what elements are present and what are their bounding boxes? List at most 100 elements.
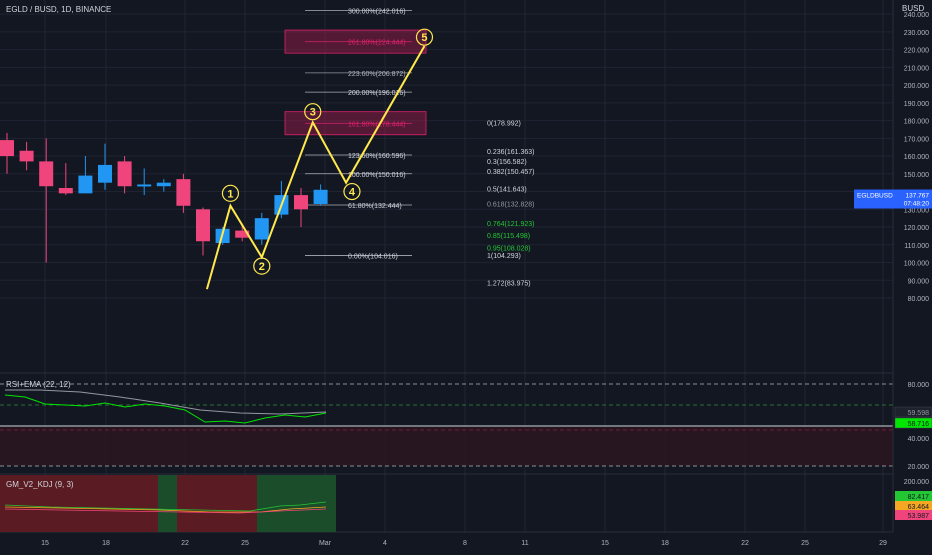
fib-extension-label: 100.00%(150.016) [348, 172, 406, 179]
kdj-j-line[interactable] [4, 508, 327, 514]
time-tick-label: 4 [383, 540, 387, 547]
grid-layer [0, 0, 932, 533]
price-tick-label: 170.000 [904, 136, 929, 143]
wave-label-circle [221, 184, 240, 202]
price-tick-label: 230.000 [904, 30, 929, 37]
price-tick-label: 100.000 [904, 261, 929, 268]
candle-body[interactable] [98, 164, 112, 183]
time-tick-label: 11 [521, 540, 528, 547]
price-tick-label: 220.000 [904, 48, 929, 55]
rsi-tick-label: 80.000 [908, 382, 930, 389]
kdj-bg-segment [0, 475, 158, 532]
price-tick-label: 110.000 [904, 243, 929, 250]
last-price-tag[interactable] [854, 189, 932, 209]
candle-body[interactable] [196, 209, 210, 242]
fib-retracement-label: 0.382(150.457) [487, 169, 534, 176]
time-tick-label: 29 [879, 540, 887, 547]
candle-body[interactable] [0, 140, 14, 157]
fib-extension-label: 161.80%(178.444) [348, 121, 406, 128]
fib-extension-label: 200.00%(196.016) [348, 90, 406, 97]
kdj-tick-label: 200.000 [904, 479, 929, 486]
candle-body[interactable] [58, 188, 73, 194]
price-tick-label: 90.000 [908, 278, 930, 285]
time-axis-bg [0, 533, 893, 550]
fib-retracement-label: 0.95(108.028) [487, 245, 531, 252]
wave-path[interactable] [205, 45, 426, 290]
rsi-panel[interactable] [0, 383, 893, 467]
fib-extension-label: 300.00%(242.016) [348, 9, 406, 16]
candle-body[interactable] [117, 161, 132, 187]
wave-label: 5 [421, 32, 427, 44]
price-tick-label: 240.000 [904, 12, 929, 19]
rsi-tick-label: 20.000 [908, 464, 930, 471]
kdj-title[interactable]: GM_V2_KDJ (9, 3) [6, 480, 74, 489]
rsi-value-tag [894, 406, 932, 418]
candle-body[interactable] [78, 175, 93, 194]
time-tick-label: 22 [181, 540, 189, 547]
price-tick-label: 210.000 [904, 65, 929, 72]
fib-retracement-label: 0.5(141.643) [487, 187, 527, 194]
fib-extension-label: 223.60%(206.872) [348, 71, 406, 78]
last-price-value: 137.767 [906, 193, 930, 200]
last-price-symbol: EGLDBUSD [857, 193, 893, 200]
rsi-line[interactable] [4, 394, 327, 424]
rsi-oversold-band [0, 427, 893, 466]
fib-retracement-label: 0(178.992) [487, 120, 521, 127]
kdj-value-tag [895, 510, 932, 520]
kdj-bg-segment [158, 475, 177, 532]
wave-label-circle [304, 103, 322, 121]
elliott-wave-drawing[interactable]: 1 2 3 4 5 [205, 28, 434, 290]
wave-label: 3 [310, 107, 316, 119]
price-tick-label: 130.000 [904, 207, 929, 214]
kdj-value-label: 53.987 [908, 513, 930, 520]
time-tick-label: 8 [463, 540, 467, 547]
price-tick-label: 160.000 [904, 154, 929, 161]
fib-extension-label: 261.80%(224.444) [348, 40, 406, 47]
candle-body[interactable] [235, 230, 250, 238]
wave-label: 1 [227, 188, 233, 200]
candle-body[interactable] [313, 189, 328, 204]
time-tick-label: 22 [741, 540, 749, 547]
candlestick-series[interactable] [0, 132, 328, 263]
price-tick-label: 180.000 [904, 119, 929, 126]
fib-retracement-label: 0.236(161.363) [487, 149, 534, 156]
fib-extension-label: 61.80%(132.444) [348, 203, 402, 210]
symbol-title[interactable]: EGLD / BUSD, 1D, BINANCE [6, 5, 111, 14]
price-axis-bg [893, 0, 932, 550]
candle-body[interactable] [176, 179, 191, 206]
fib-retracement-label: 0.85(115.498) [487, 233, 530, 240]
fibonacci-layer[interactable]: 361.80%(270.444)300.00%(242.016)261.80%(… [284, 0, 534, 287]
kdj-panel[interactable] [0, 475, 336, 532]
fib-retracement-label: 0.764(121.923) [487, 221, 534, 228]
fib-retracement-label: 1.272(83.975) [487, 280, 531, 287]
price-tick-label: 120.000 [904, 225, 929, 232]
kdj-d-line[interactable] [4, 506, 327, 513]
rsi-title[interactable]: RSI+EMA (22, 12) [6, 380, 71, 389]
fib-extension-label: 123.60%(160.596) [348, 153, 406, 160]
candle-body[interactable] [294, 195, 308, 210]
candle-body[interactable] [254, 218, 269, 240]
wave-label-circle [343, 182, 361, 201]
candle-body[interactable] [39, 161, 54, 187]
time-tick-label: 25 [801, 540, 809, 547]
wave-label: 4 [349, 187, 356, 199]
time-tick-label: Mar [319, 540, 332, 547]
kdj-value-tag [895, 501, 932, 511]
wave-label-circle [415, 28, 434, 46]
candle-body[interactable] [137, 184, 152, 187]
candle-body[interactable] [156, 182, 171, 187]
candle-body[interactable] [19, 150, 34, 162]
price-tick-label: 190.000 [904, 101, 929, 108]
rsi-value-label: 59.598 [908, 410, 930, 417]
time-tick-label: 18 [661, 540, 669, 547]
currency-label: BUSD [902, 4, 924, 13]
rsi-ema-line[interactable] [5, 389, 327, 415]
fib-retracement-label: 1(104.293) [487, 253, 521, 260]
rsi-tick-label: 40.000 [908, 436, 930, 443]
kdj-k-line[interactable] [4, 501, 327, 512]
